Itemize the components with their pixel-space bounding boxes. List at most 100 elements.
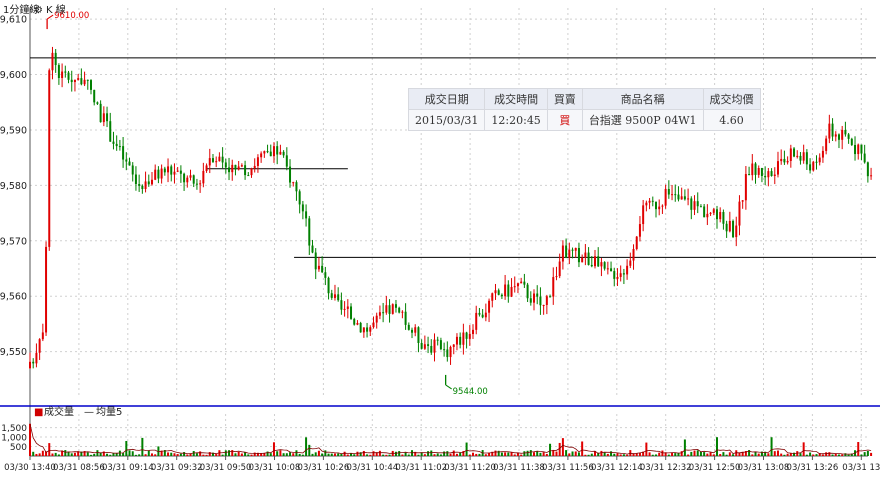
candle-body — [635, 236, 638, 250]
candle-body — [298, 191, 301, 205]
candle-body — [622, 273, 625, 275]
candle-body — [844, 129, 847, 135]
volume-bar — [658, 452, 661, 456]
candle-body — [122, 146, 125, 160]
candle-body — [680, 196, 683, 200]
volume-bar — [651, 454, 654, 456]
volume-bar — [712, 454, 715, 456]
volume-bar — [452, 450, 455, 456]
volume-bar — [594, 451, 597, 456]
candle-body — [648, 200, 651, 203]
volume-ma-line — [29, 423, 872, 455]
extreme-marker-pointer — [46, 14, 54, 20]
volume-bar — [500, 452, 503, 456]
candle-body — [616, 276, 619, 279]
volume-bar — [664, 452, 667, 456]
volume-bar — [799, 453, 802, 456]
candle-body — [587, 252, 590, 265]
candle-body — [64, 71, 67, 73]
candle-body — [314, 252, 317, 270]
volume-bar — [513, 454, 516, 456]
candle-body — [722, 212, 725, 224]
volume-bar — [102, 451, 105, 456]
table-row[interactable]: 2015/03/31 12:20:45 買 台指選 9500P 04W1 4.6… — [407, 109, 761, 131]
candle-body — [369, 327, 372, 332]
volume-bar — [154, 454, 157, 456]
candle-body — [157, 169, 160, 179]
candle-body — [452, 344, 455, 347]
candle-body — [828, 123, 831, 139]
volume-bar — [57, 454, 60, 456]
candle-body — [500, 294, 503, 297]
candle-body — [728, 220, 731, 232]
candle-body — [414, 327, 417, 333]
volume-bar — [571, 451, 574, 456]
gear-icon[interactable]: ⚙ — [34, 5, 43, 16]
volume-label: 成交量 — [44, 407, 74, 418]
volume-bar — [715, 437, 718, 456]
volume-bar — [73, 452, 76, 456]
kline-label[interactable]: K 線 — [46, 5, 66, 16]
candle-body — [205, 165, 208, 171]
volume-bar — [793, 452, 796, 456]
col-side: 買賣 — [546, 88, 583, 110]
y-tick-label: 9,550 — [0, 347, 27, 358]
candle-body — [584, 252, 587, 258]
ma-label: 均量5 — [96, 407, 123, 418]
candle-body — [748, 174, 751, 176]
volume-bar — [128, 450, 131, 456]
volume-bar — [80, 451, 83, 456]
volume-bar — [860, 454, 863, 456]
x-tick-label: 03/31 09:14 — [102, 463, 154, 473]
candle-body — [478, 312, 481, 315]
volume-bar — [192, 451, 195, 456]
candle-body — [664, 188, 667, 206]
volume-bar — [122, 453, 125, 456]
candle-body — [99, 103, 102, 123]
candle-body — [764, 175, 767, 178]
x-tick-label: 03/30 13:40 — [4, 463, 56, 473]
volume-bar — [693, 450, 696, 456]
period-label[interactable]: 1分鐘線 — [3, 5, 40, 16]
extreme-value-label: 9610.00 — [54, 11, 89, 21]
candle-body — [699, 206, 702, 208]
candle-body — [488, 300, 491, 313]
volume-bar — [240, 453, 243, 456]
candle-body — [256, 157, 259, 166]
volume-bar — [468, 454, 471, 456]
candle-body — [228, 167, 231, 173]
volume-bar — [773, 451, 776, 456]
volume-y-tick-label: 1,500 — [1, 424, 27, 434]
volume-bar — [545, 453, 548, 456]
candle-body — [382, 312, 385, 314]
candle-body — [732, 220, 735, 238]
candle-body — [411, 329, 414, 333]
x-tick-label: 03/31 12:32 — [640, 463, 692, 473]
volume-bar — [671, 452, 674, 456]
volume-bar — [186, 454, 189, 456]
volume-bar — [834, 453, 837, 456]
candle-body — [658, 206, 661, 210]
candle-body — [638, 224, 641, 237]
volume-bar — [51, 453, 54, 456]
candle-body — [170, 166, 173, 175]
candle-body — [818, 157, 821, 163]
volume-bar — [77, 451, 80, 456]
candle-body — [449, 346, 452, 358]
candle-body — [353, 318, 356, 325]
volume-bar — [48, 443, 51, 456]
volume-bar — [709, 452, 712, 456]
volume-bar — [295, 450, 298, 456]
volume-bar — [459, 452, 462, 456]
volume-bar — [350, 453, 353, 456]
x-tick-label: 03/31 12:14 — [591, 463, 643, 473]
candle-body — [221, 156, 224, 163]
volume-bar — [157, 446, 160, 456]
volume-bar — [163, 450, 166, 456]
candle-body — [208, 158, 211, 166]
volume-bar — [748, 450, 751, 456]
x-tick-label: 03/31 11:20 — [444, 463, 496, 473]
volume-bar — [690, 451, 693, 456]
candle-body — [809, 164, 812, 171]
volume-bar — [32, 451, 35, 456]
